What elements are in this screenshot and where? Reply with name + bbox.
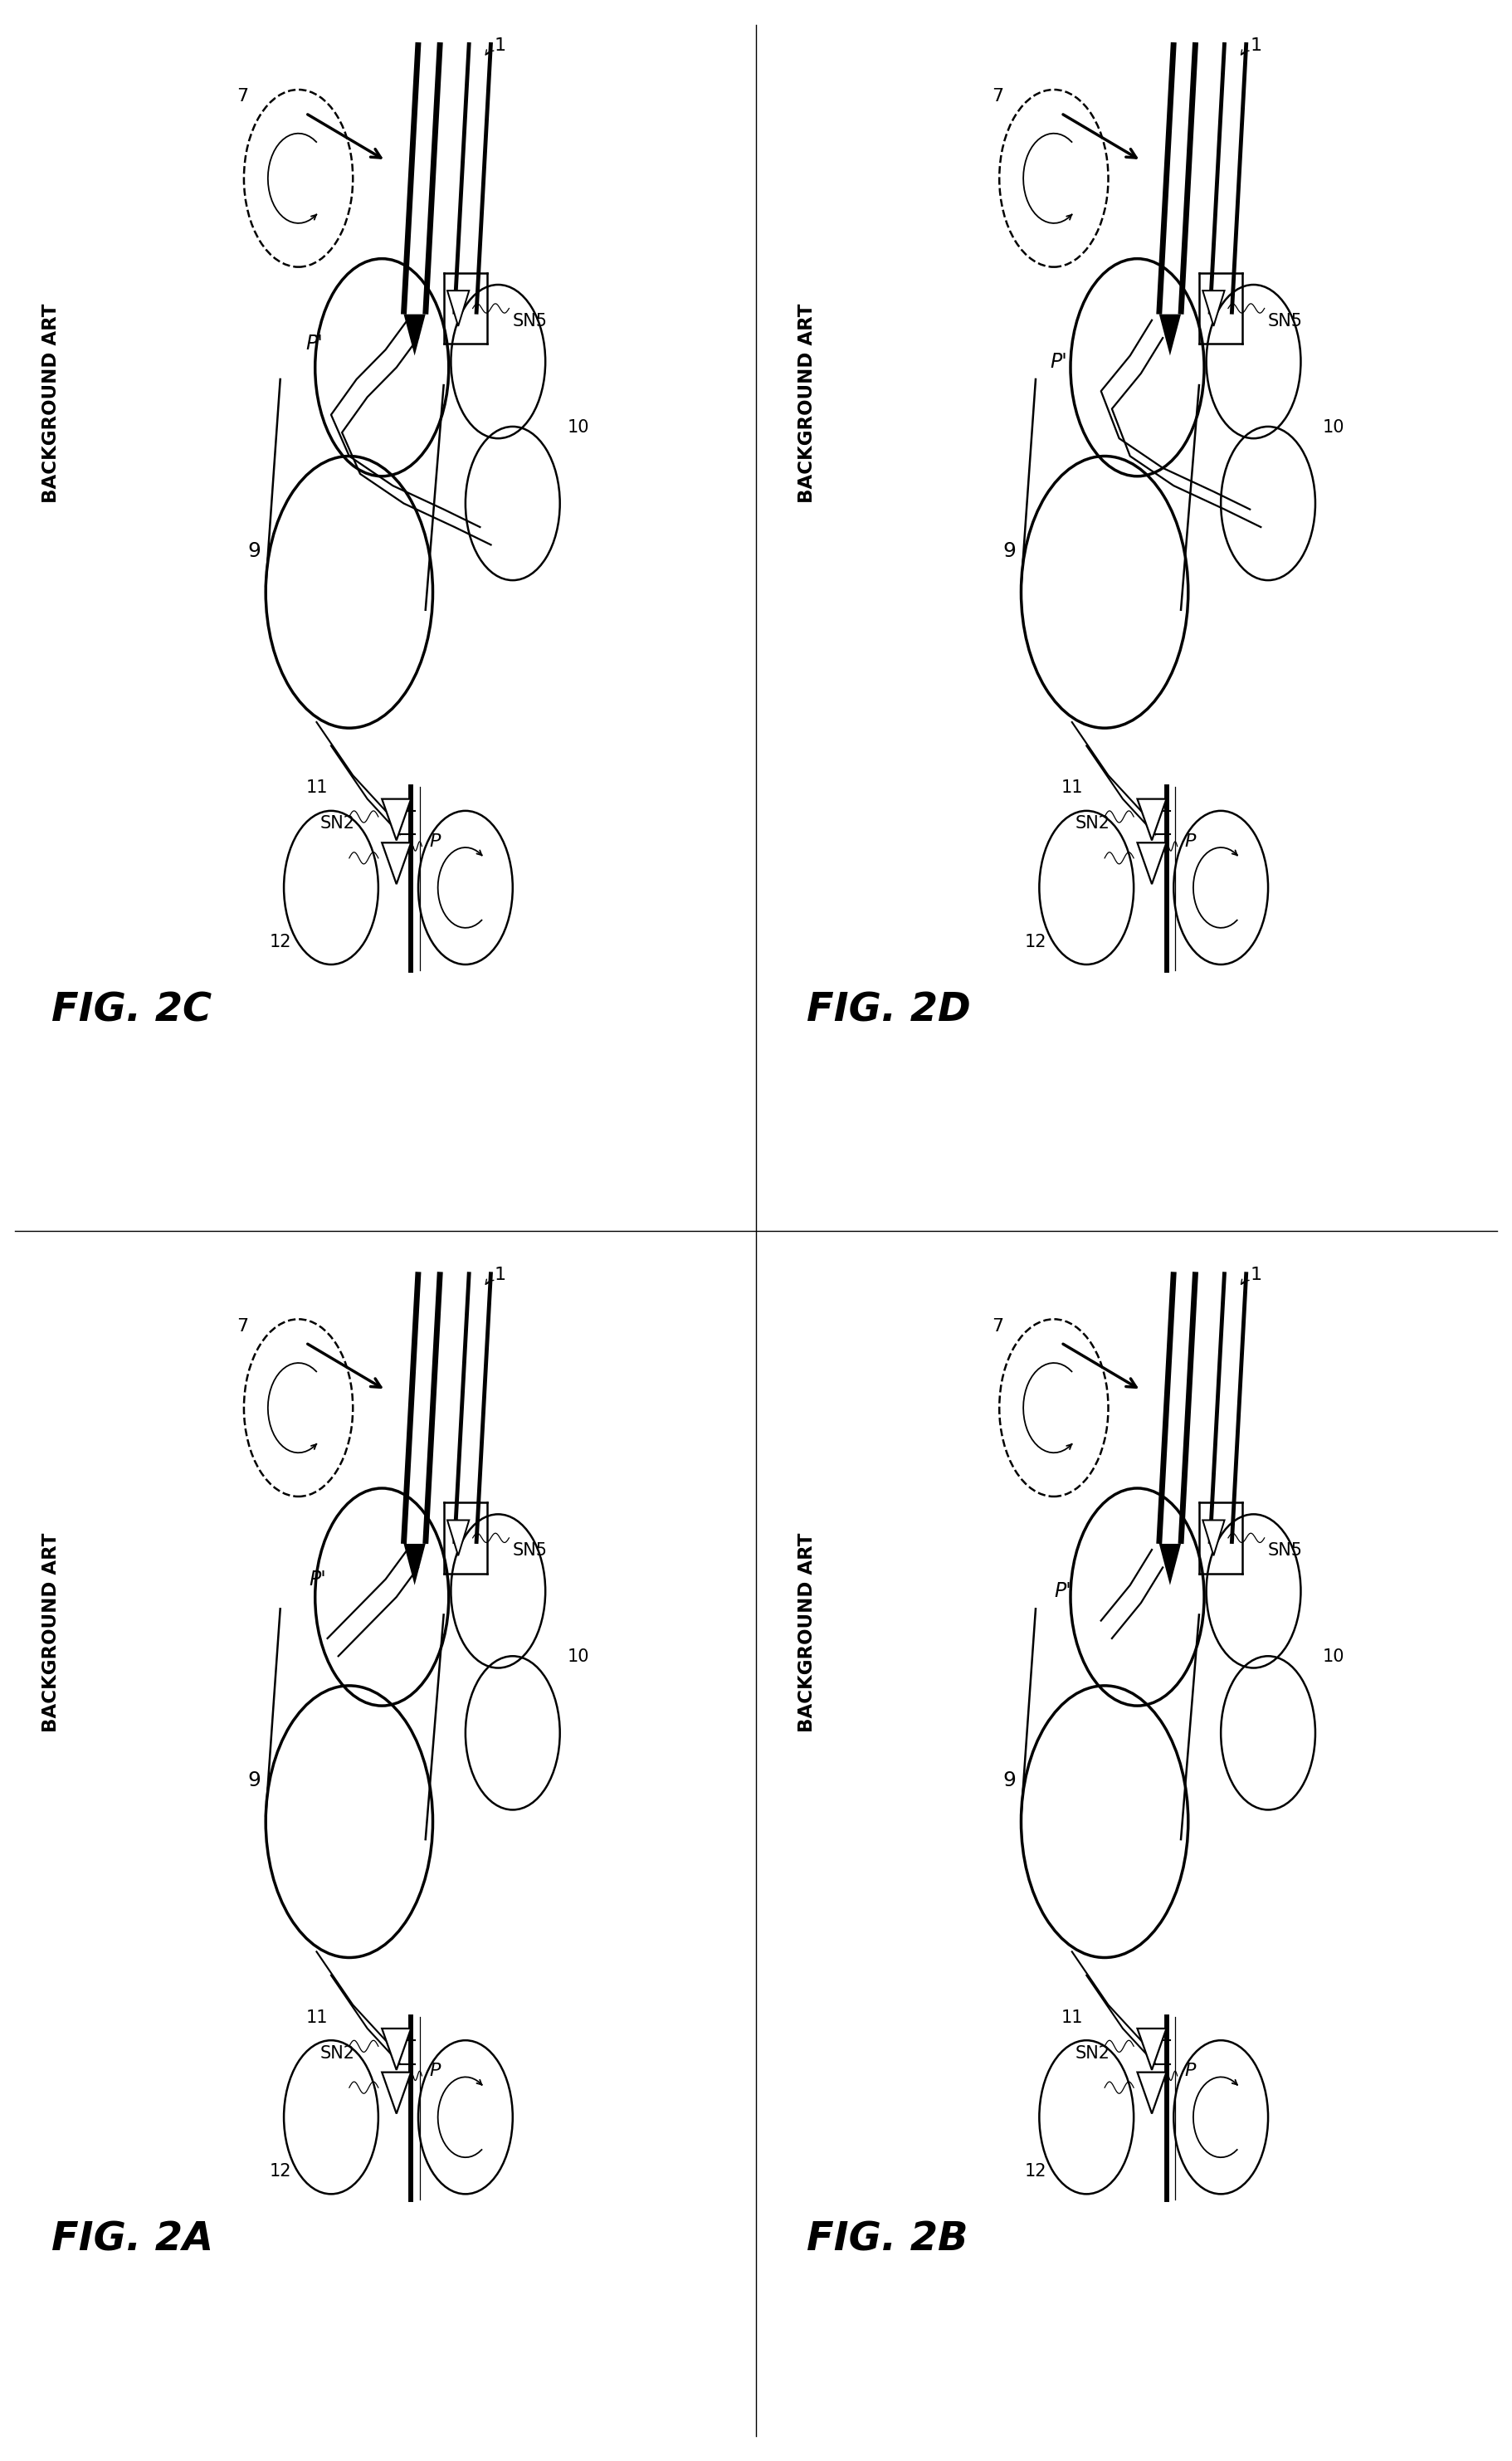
Text: 7: 7 (992, 1317, 1004, 1334)
Polygon shape (383, 800, 411, 839)
Polygon shape (1137, 800, 1166, 839)
Text: SN2: SN2 (1075, 2045, 1110, 2062)
Text: 1: 1 (494, 37, 507, 54)
Text: SN2: SN2 (321, 815, 355, 832)
Text: FIG. 2A: FIG. 2A (51, 2220, 213, 2259)
Polygon shape (448, 1521, 469, 1555)
Text: 10: 10 (567, 418, 590, 436)
Text: P: P (429, 2062, 440, 2080)
Text: 11: 11 (305, 2008, 328, 2025)
Text: 11: 11 (305, 780, 328, 797)
Text: SN5: SN5 (1269, 1543, 1303, 1558)
Text: BACKGROUND ART: BACKGROUND ART (797, 303, 816, 502)
Text: 12: 12 (269, 933, 292, 950)
Polygon shape (448, 290, 469, 327)
Polygon shape (383, 2028, 411, 2070)
Text: SN2: SN2 (321, 2045, 355, 2062)
Text: SN5: SN5 (1269, 313, 1303, 330)
Text: 7: 7 (237, 1317, 248, 1334)
Text: 11: 11 (1061, 780, 1083, 797)
Text: BACKGROUND ART: BACKGROUND ART (797, 1533, 816, 1733)
Polygon shape (1137, 842, 1166, 883)
Text: 12: 12 (269, 2163, 292, 2180)
Text: FIG. 2C: FIG. 2C (51, 989, 212, 1029)
Polygon shape (1202, 290, 1225, 327)
Text: P': P' (310, 1570, 327, 1590)
Text: P': P' (305, 335, 324, 354)
Text: SN2: SN2 (1075, 815, 1110, 832)
Text: 10: 10 (1323, 418, 1344, 436)
Text: 7: 7 (237, 89, 248, 106)
Polygon shape (404, 315, 425, 357)
Text: FIG. 2B: FIG. 2B (807, 2220, 968, 2259)
Text: P: P (429, 832, 440, 849)
Text: P: P (1184, 832, 1196, 849)
Text: 1: 1 (494, 1267, 507, 1285)
Text: P': P' (1051, 352, 1067, 372)
Text: 12: 12 (1025, 933, 1046, 950)
Text: BACKGROUND ART: BACKGROUND ART (42, 303, 60, 502)
Text: P: P (1184, 2062, 1196, 2080)
Polygon shape (383, 2072, 411, 2114)
Polygon shape (1202, 1521, 1225, 1555)
Text: 11: 11 (1061, 2008, 1083, 2025)
Text: SN5: SN5 (513, 1543, 547, 1558)
Text: 1: 1 (1250, 1267, 1261, 1285)
Text: FIG. 2D: FIG. 2D (807, 989, 971, 1029)
Text: 12: 12 (1025, 2163, 1046, 2180)
Text: 10: 10 (1323, 1649, 1344, 1666)
Polygon shape (1160, 315, 1181, 357)
Text: P': P' (1054, 1582, 1070, 1602)
Polygon shape (404, 1543, 425, 1585)
Text: BACKGROUND ART: BACKGROUND ART (42, 1533, 60, 1733)
Text: 9: 9 (1002, 541, 1016, 561)
Text: 7: 7 (992, 89, 1004, 106)
Text: 9: 9 (248, 1769, 260, 1789)
Text: 10: 10 (567, 1649, 590, 1666)
Text: 9: 9 (1002, 1769, 1016, 1789)
Polygon shape (383, 842, 411, 883)
Text: SN5: SN5 (513, 313, 547, 330)
Text: 9: 9 (248, 541, 260, 561)
Polygon shape (1160, 1543, 1181, 1585)
Polygon shape (1137, 2028, 1166, 2070)
Text: 1: 1 (1250, 37, 1261, 54)
Polygon shape (1137, 2072, 1166, 2114)
